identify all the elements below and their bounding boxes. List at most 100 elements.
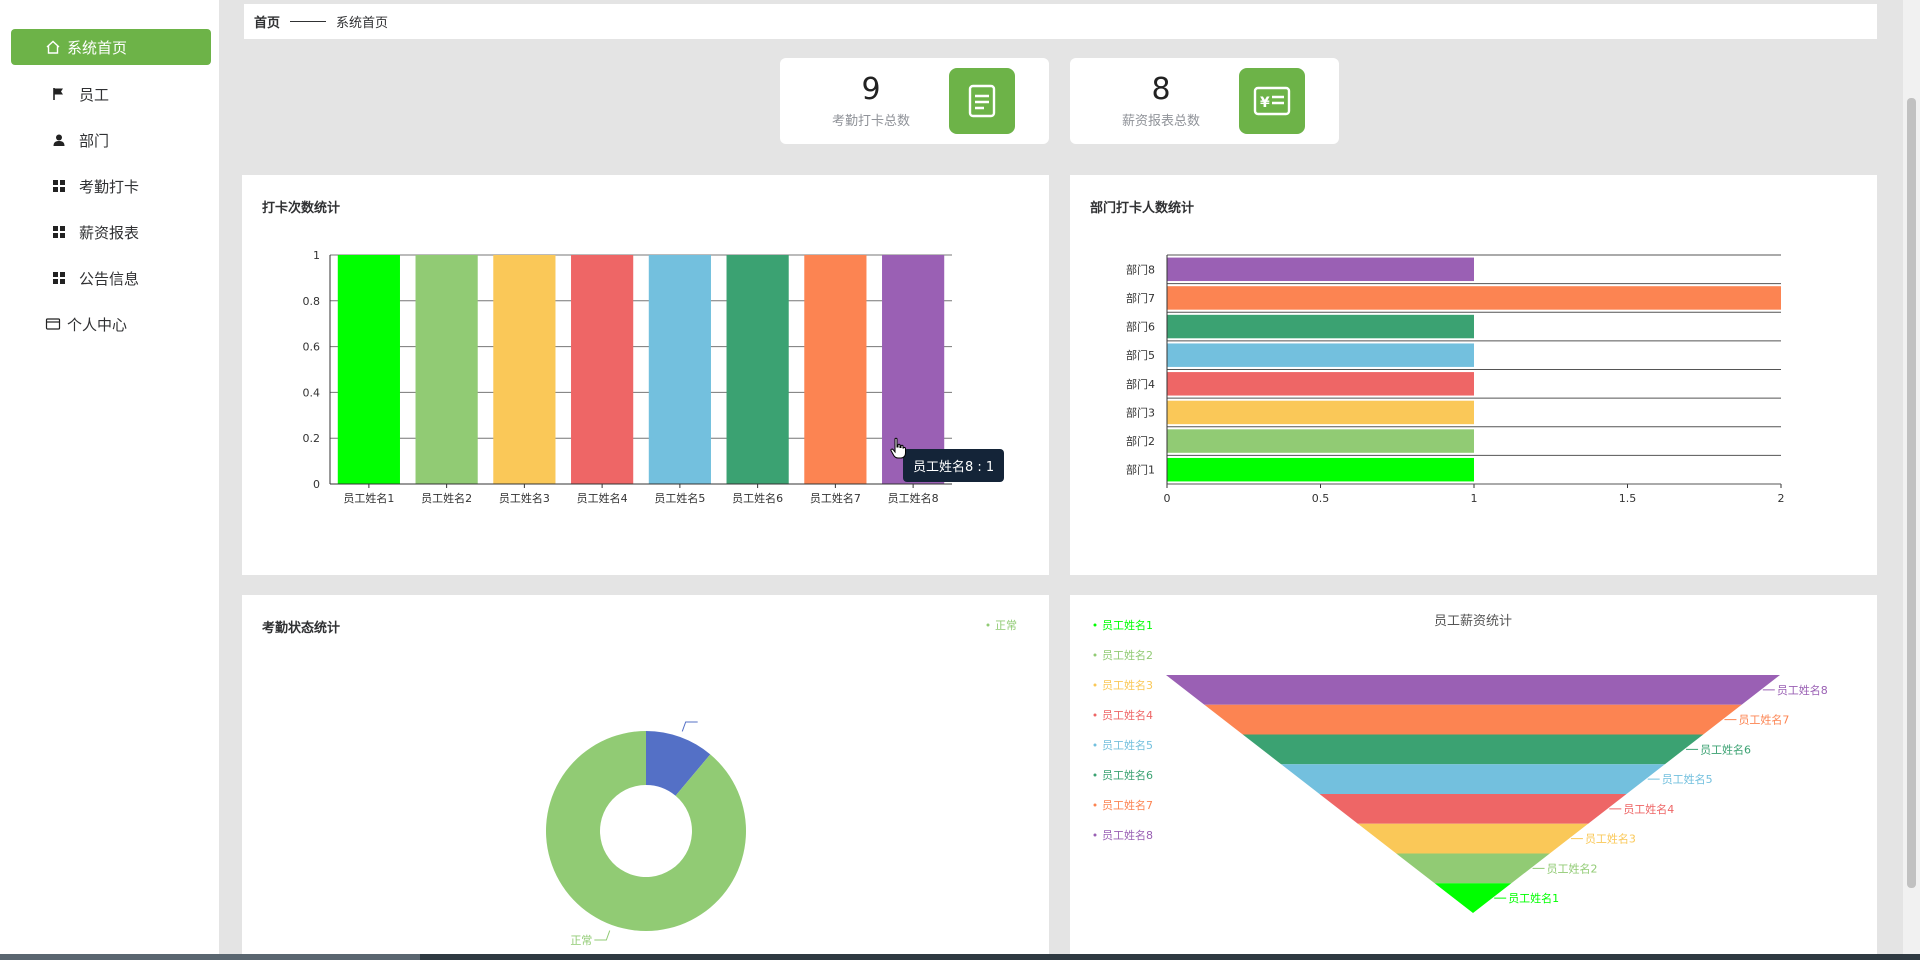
stat-label: 薪资报表总数 bbox=[1121, 114, 1200, 129]
bar bbox=[415, 255, 478, 484]
y-tick-label: 0 bbox=[313, 478, 320, 491]
bar-chart-checkin: 0 0.2 0.4 0.6 0.8 1 员工姓名1 员工姓名2 员工姓名3 员工姓名4 员工姓名5 员… bbox=[303, 249, 952, 505]
sidebar-item-label: 部门 bbox=[79, 131, 110, 150]
funnel-segment bbox=[1166, 675, 1780, 705]
document-icon bbox=[949, 68, 1015, 134]
sidebar: 系统首页 员工 部门 考勤打卡 薪资报表 公告信息 个人中心 bbox=[0, 0, 219, 960]
stat-value: 9 bbox=[861, 72, 881, 107]
funnel-segment bbox=[1319, 794, 1627, 824]
y-tick-label: 0.6 bbox=[303, 341, 321, 354]
legend-marker bbox=[1093, 773, 1097, 777]
sidebar-item-salary[interactable]: 薪资报表 bbox=[11, 214, 211, 250]
sidebar-item-department[interactable]: 部门 bbox=[11, 122, 211, 158]
bar-chart-department: 0 0.5 1 1.5 2 部门1 部门2 部门3 部门4 部门5 部门6 部门7 部门8 bbox=[1126, 254, 1785, 505]
grid-icon bbox=[51, 178, 67, 194]
sidebar-item-label: 薪资报表 bbox=[79, 223, 140, 242]
legend-marker bbox=[1093, 803, 1097, 807]
x-tick-label: 员工姓名2 bbox=[421, 491, 472, 505]
y-tick-label: 部门3 bbox=[1126, 405, 1155, 419]
bar bbox=[493, 255, 556, 484]
y-tick-label: 部门1 bbox=[1126, 463, 1155, 477]
funnel-label: 员工姓名6 bbox=[1700, 742, 1751, 756]
bar bbox=[804, 255, 867, 484]
taskbar-segment bbox=[0, 954, 420, 960]
chart-tooltip: 员工姓名8 : 1 bbox=[903, 449, 1005, 482]
funnel-label: 员工姓名7 bbox=[1738, 713, 1789, 727]
bar bbox=[1167, 286, 1781, 310]
funnel-segment bbox=[1204, 704, 1742, 735]
svg-text:¥: ¥ bbox=[1260, 95, 1270, 111]
stat-card-attendance: 9 考勤打卡总数 bbox=[780, 58, 1049, 144]
legend-marker bbox=[986, 623, 990, 627]
funnel-segment bbox=[1242, 734, 1704, 765]
chart-title: 部门打卡人数统计 bbox=[1090, 201, 1195, 216]
legend-label: 正常 bbox=[995, 619, 1017, 632]
pie-leader-line bbox=[681, 721, 698, 732]
sidebar-item-notice[interactable]: 公告信息 bbox=[11, 260, 211, 296]
bar bbox=[1167, 457, 1474, 482]
grid-icon bbox=[51, 224, 67, 240]
x-tick-label: 员工姓名8 bbox=[888, 491, 939, 505]
x-tick-label: 员工姓名7 bbox=[810, 491, 861, 505]
legend-label: 员工姓名1 bbox=[1102, 618, 1153, 632]
legend-label: 员工姓名6 bbox=[1102, 768, 1153, 782]
scrollbar[interactable] bbox=[1903, 0, 1920, 960]
x-tick-label: 1 bbox=[1471, 492, 1478, 505]
bar bbox=[882, 255, 945, 484]
panel-salary: 员工薪资统计 员工姓名1 员工姓名2 员工姓名3 员工姓名4 员工姓名5 员工姓名6 员工姓名… bbox=[1070, 595, 1877, 960]
sidebar-item-label: 系统首页 bbox=[67, 38, 128, 57]
legend-marker bbox=[1093, 683, 1097, 687]
funnel-segment bbox=[1357, 823, 1589, 854]
funnel-segment bbox=[1281, 764, 1665, 794]
breadcrumb-home[interactable]: 首页 bbox=[254, 16, 281, 31]
legend-marker bbox=[1093, 713, 1097, 717]
y-tick-label: 部门2 bbox=[1126, 434, 1155, 448]
home-icon bbox=[45, 39, 61, 55]
breadcrumb: 首页 系统首页 bbox=[244, 4, 1877, 39]
sidebar-item-home[interactable]: 系统首页 bbox=[11, 29, 211, 65]
y-tick-label: 0.4 bbox=[303, 386, 321, 399]
grid-icon bbox=[51, 270, 67, 286]
bar bbox=[1167, 400, 1474, 425]
y-tick-label: 部门5 bbox=[1126, 348, 1155, 362]
scrollbar-thumb[interactable] bbox=[1907, 98, 1916, 888]
funnel-label: 员工姓名4 bbox=[1623, 802, 1674, 816]
y-tick-label: 部门7 bbox=[1126, 291, 1155, 305]
yuan-card-icon: ¥ bbox=[1239, 68, 1305, 134]
stat-card-salary: 8 薪资报表总数 ¥ bbox=[1070, 58, 1339, 144]
y-tick-label: 部门6 bbox=[1126, 320, 1155, 334]
legend-marker bbox=[1093, 623, 1097, 627]
sidebar-item-attendance[interactable]: 考勤打卡 bbox=[11, 168, 211, 204]
x-tick-label: 2 bbox=[1778, 492, 1785, 505]
bar bbox=[726, 255, 789, 484]
x-tick-label: 员工姓名1 bbox=[343, 491, 394, 505]
y-tick-label: 0.2 bbox=[303, 432, 321, 445]
bar bbox=[1167, 343, 1474, 367]
sidebar-item-label: 员工 bbox=[79, 85, 110, 104]
legend-label: 员工姓名5 bbox=[1102, 738, 1153, 752]
sidebar-item-label: 个人中心 bbox=[67, 315, 128, 334]
x-tick-label: 员工姓名5 bbox=[654, 491, 705, 505]
sidebar-item-profile[interactable]: 个人中心 bbox=[11, 306, 211, 342]
funnel-chart-salary: 员工薪资统计员工姓名1员工姓名2员工姓名3员工姓名4员工姓名5员工姓名6员工姓名… bbox=[1093, 614, 1828, 913]
stat-label: 考勤打卡总数 bbox=[831, 114, 910, 129]
stat-value: 8 bbox=[1151, 72, 1171, 107]
legend-label: 员工姓名2 bbox=[1102, 648, 1153, 662]
sidebar-item-employee[interactable]: 员工 bbox=[11, 76, 211, 112]
pie-label: 正常 bbox=[570, 934, 592, 947]
funnel-label: 员工姓名3 bbox=[1585, 832, 1636, 846]
legend-label: 员工姓名8 bbox=[1102, 828, 1153, 842]
bar bbox=[1167, 257, 1474, 282]
legend-marker bbox=[1093, 653, 1097, 657]
y-tick-label: 0.8 bbox=[303, 295, 321, 308]
user-icon bbox=[51, 132, 67, 148]
sidebar-item-label: 考勤打卡 bbox=[79, 177, 140, 196]
legend-label: 员工姓名7 bbox=[1102, 798, 1153, 812]
flag-icon bbox=[51, 86, 67, 102]
panel-attendance-status: 考勤状态统计 正常 正常 bbox=[242, 595, 1049, 960]
y-tick-label: 部门8 bbox=[1126, 262, 1155, 276]
funnel-label: 员工姓名2 bbox=[1547, 861, 1598, 875]
taskbar-strip bbox=[0, 954, 1920, 960]
breadcrumb-current: 系统首页 bbox=[336, 16, 389, 31]
